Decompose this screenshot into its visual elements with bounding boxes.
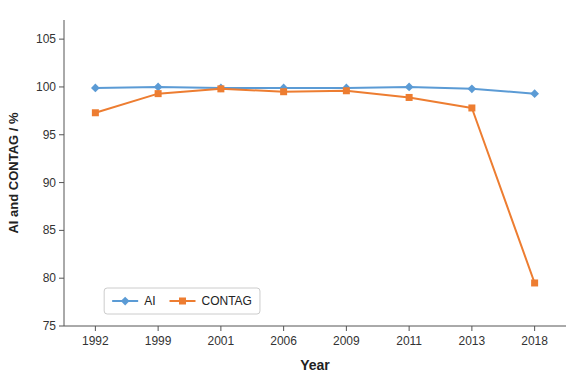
x-tick-label: 2009 <box>333 334 360 348</box>
legend-marker <box>121 297 130 306</box>
legend-box <box>104 288 260 314</box>
point <box>406 94 413 101</box>
y-tick-label: 95 <box>43 128 57 142</box>
x-axis <box>64 326 566 327</box>
x-tick <box>283 326 284 331</box>
line <box>95 89 534 283</box>
axes: 75 80 85 90 95 100 105 1992 1999 2001 2006 2009 2011… <box>36 20 566 348</box>
legend-label: AI <box>144 294 155 308</box>
y-tick-label: 100 <box>36 80 56 94</box>
point <box>531 279 538 286</box>
series <box>92 85 538 286</box>
point <box>92 109 99 116</box>
y-tick-label: 90 <box>43 176 57 190</box>
y-tick <box>59 182 64 183</box>
y-tick-label: 75 <box>43 319 57 333</box>
x-tick-label: 1999 <box>145 334 172 348</box>
x-tick-label: 2013 <box>459 334 486 348</box>
y-tick <box>59 278 64 279</box>
y-tick <box>59 39 64 40</box>
y-tick-label: 80 <box>43 271 57 285</box>
x-tick-label: 2006 <box>270 334 297 348</box>
x-tick-label: 2011 <box>396 334 422 348</box>
chart: 75 80 85 90 95 100 105 1992 1999 2001 2006 2009 2011… <box>0 0 586 382</box>
point <box>405 83 414 92</box>
y-axis <box>64 20 65 326</box>
y-tick-label: 85 <box>43 223 57 237</box>
point <box>91 84 100 93</box>
x-tick <box>346 326 347 331</box>
y-tick <box>59 86 64 87</box>
y-tick-label: 105 <box>36 32 56 46</box>
x-tick <box>220 326 221 331</box>
point <box>468 84 477 93</box>
point <box>280 88 287 95</box>
point <box>343 87 350 94</box>
x-axis-label: Year <box>300 357 330 373</box>
point <box>217 84 226 93</box>
point <box>155 90 162 97</box>
point <box>154 83 163 92</box>
y-tick <box>59 134 64 135</box>
legend-label: CONTAG <box>202 294 252 308</box>
y-tick <box>59 326 64 327</box>
legend: AI CONTAG <box>104 288 260 314</box>
plot-area <box>91 83 539 287</box>
point <box>468 104 475 111</box>
x-tick <box>534 326 535 331</box>
x-tick-label: 1992 <box>82 334 109 348</box>
legend-marker <box>179 298 186 305</box>
x-tick <box>158 326 159 331</box>
x-tick <box>409 326 410 331</box>
x-tick-label: 2001 <box>208 334 235 348</box>
point <box>217 85 224 92</box>
point <box>530 89 539 98</box>
y-tick <box>59 230 64 231</box>
x-tick <box>95 326 96 331</box>
x-tick-label: 2018 <box>521 334 548 348</box>
y-axis-label: AI and CONTAG / % <box>6 112 21 234</box>
x-tick <box>471 326 472 331</box>
